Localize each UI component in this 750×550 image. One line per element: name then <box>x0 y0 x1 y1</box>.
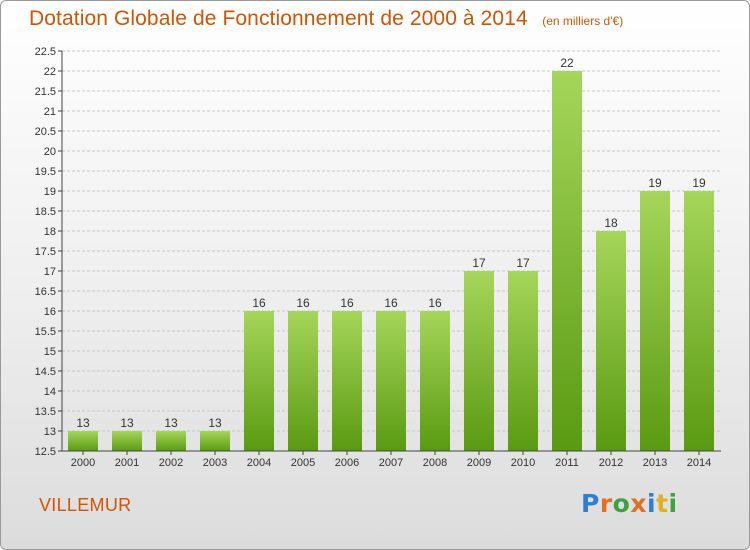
x-tick-label: 2003 <box>203 457 227 469</box>
x-tick-label: 2004 <box>247 457 271 469</box>
bar-2000 <box>68 431 98 451</box>
commune-name: VILLEMUR <box>39 495 132 515</box>
y-tick-label: 17 <box>44 266 56 278</box>
x-tick-label: 2001 <box>115 457 139 469</box>
chart-subtitle: (en milliers d'€) <box>542 14 624 28</box>
x-tick-label: 2002 <box>159 457 183 469</box>
bar-2001 <box>112 431 142 451</box>
bar-2012 <box>596 231 626 451</box>
y-tick-label: 13.5 <box>35 406 56 418</box>
x-tick-label: 2000 <box>71 457 95 469</box>
y-tick-label: 22.5 <box>35 46 56 58</box>
x-tick-label: 2013 <box>643 457 667 469</box>
bar-2008 <box>420 311 450 451</box>
data-label: 16 <box>384 296 398 310</box>
y-tick-label: 12.5 <box>35 446 56 458</box>
y-tick-label: 18 <box>44 226 56 238</box>
bar-2009 <box>464 271 494 451</box>
bar-2002 <box>156 431 186 451</box>
bar-2010 <box>508 271 538 451</box>
y-tick-label: 15 <box>44 346 56 358</box>
bar-2004 <box>244 311 274 451</box>
data-label: 18 <box>604 216 618 230</box>
logo-letter: i <box>647 489 657 518</box>
data-label: 16 <box>296 296 310 310</box>
chart-title: Dotation Globale de Fonctionnement de 20… <box>29 7 528 30</box>
bar-2007 <box>376 311 406 451</box>
bar-2011 <box>552 71 582 451</box>
data-label: 19 <box>692 176 706 190</box>
data-label: 13 <box>208 416 222 430</box>
y-tick-label: 20 <box>44 146 56 158</box>
bar-2014 <box>684 191 714 451</box>
bars <box>68 71 714 451</box>
data-labels: 13 13 13 13 16 16 16 16 16 17 17 22 18 19 19 <box>76 56 706 430</box>
y-tick-label: 21.5 <box>35 86 56 98</box>
x-tick-label: 2007 <box>379 457 403 469</box>
bar-2006 <box>332 311 362 451</box>
y-tick-label: 14.5 <box>35 366 56 378</box>
data-label: 13 <box>76 416 90 430</box>
y-tick-label: 21 <box>44 106 56 118</box>
data-label: 13 <box>120 416 134 430</box>
data-label: 17 <box>472 256 486 270</box>
x-tick-label: 2010 <box>511 457 535 469</box>
y-tick-label: 17.5 <box>35 246 56 258</box>
x-tick-label: 2006 <box>335 457 359 469</box>
y-tick-label: 13 <box>44 426 56 438</box>
y-tick-label: 20.5 <box>35 126 56 138</box>
data-label: 16 <box>428 296 442 310</box>
data-label: 22 <box>560 56 574 70</box>
x-tick-label: 2011 <box>555 457 579 469</box>
y-tick-label: 16 <box>44 306 56 318</box>
data-label: 16 <box>340 296 354 310</box>
logo-letter: P <box>581 489 600 518</box>
bar-2013 <box>640 191 670 451</box>
y-tick-label: 19 <box>44 186 56 198</box>
bar-2005 <box>288 311 318 451</box>
x-tick-label: 2005 <box>291 457 315 469</box>
data-label: 16 <box>252 296 266 310</box>
y-tick-label: 22 <box>44 66 56 78</box>
chart-title-block: Dotation Globale de Fonctionnement de 20… <box>29 7 623 31</box>
x-tick-label: 2009 <box>467 457 491 469</box>
y-tick-label: 15.5 <box>35 326 56 338</box>
data-label: 17 <box>516 256 530 270</box>
bar-2003 <box>200 431 230 451</box>
logo-letter: i <box>668 489 678 518</box>
proxiti-wordmark: Proxiti <box>581 489 678 518</box>
data-label: 19 <box>648 176 662 190</box>
y-tick-label: 19.5 <box>35 166 56 178</box>
logo-letter: x <box>630 489 647 518</box>
axes: 12.5 13 13.5 14 14.5 15 15.5 16 16.5 17 17.5 18 18.5… <box>35 46 721 469</box>
logo-letter: r <box>599 489 613 518</box>
logo-letter: t <box>656 489 669 518</box>
x-tick-label: 2014 <box>687 457 711 469</box>
x-tick-label: 2012 <box>599 457 623 469</box>
proxiti-logo[interactable]: Proxiti <box>581 489 678 518</box>
x-tick-label: 2008 <box>423 457 447 469</box>
data-label: 13 <box>164 416 178 430</box>
y-tick-label: 14 <box>44 386 56 398</box>
y-tick-label: 18.5 <box>35 206 56 218</box>
y-tick-label: 16.5 <box>35 286 56 298</box>
logo-letter: o <box>612 489 631 518</box>
